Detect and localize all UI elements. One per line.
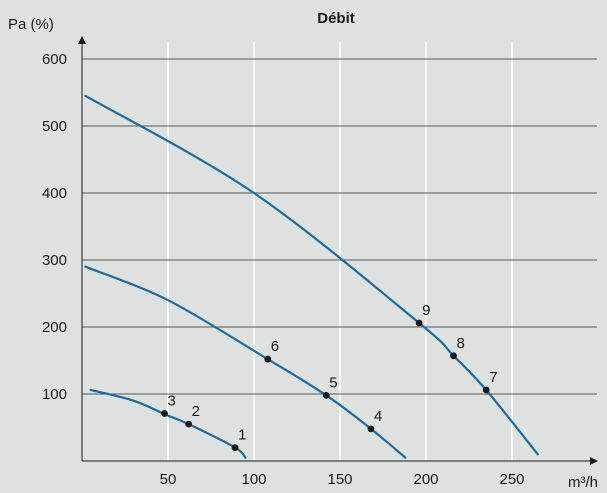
point-marker <box>264 355 272 363</box>
point-marker <box>450 352 457 360</box>
y-tick-label: 300 <box>42 252 67 269</box>
axes <box>78 36 598 465</box>
y-axis-arrow <box>78 36 86 44</box>
point-marker <box>161 410 168 417</box>
curves <box>84 94 539 459</box>
curve-line <box>84 94 539 456</box>
chart-title: Débit <box>317 10 355 27</box>
point-label: 9 <box>422 302 430 319</box>
x-tick-label: 50 <box>160 471 177 488</box>
point-marker <box>185 420 193 428</box>
y-tick-label: 200 <box>42 319 67 336</box>
x-axis-arrow <box>590 457 598 465</box>
point-marker <box>482 386 490 394</box>
point-label: 4 <box>374 408 382 425</box>
y-tick-label: 500 <box>42 118 67 135</box>
vertical-gridlines <box>167 42 513 461</box>
point-label: 3 <box>168 392 176 409</box>
y-tick-label: 400 <box>42 185 67 202</box>
point-marker <box>322 391 330 399</box>
point-label: 6 <box>271 338 279 355</box>
point-marker <box>415 319 423 327</box>
y-axis-title: Pa (%) <box>8 16 54 33</box>
x-tick-label: 250 <box>499 471 524 488</box>
point-label: 1 <box>238 427 246 444</box>
x-axis-title: m³/h <box>568 474 598 491</box>
y-tick-label: 600 <box>42 51 67 68</box>
point-label: 8 <box>457 335 465 352</box>
tick-labels: 50 100 150 200 250 100 200 300 400 500 600 <box>42 51 525 488</box>
x-tick-label: 150 <box>327 471 352 488</box>
x-tick-label: 200 <box>413 471 438 488</box>
point-marker <box>231 444 239 451</box>
point-label: 5 <box>329 374 337 391</box>
point-label: 2 <box>192 403 200 420</box>
point-label: 7 <box>489 369 497 386</box>
x-tick-label: 100 <box>241 471 266 488</box>
y-tick-label: 100 <box>42 386 67 403</box>
point-marker <box>367 425 375 433</box>
horizontal-gridlines <box>82 58 597 395</box>
